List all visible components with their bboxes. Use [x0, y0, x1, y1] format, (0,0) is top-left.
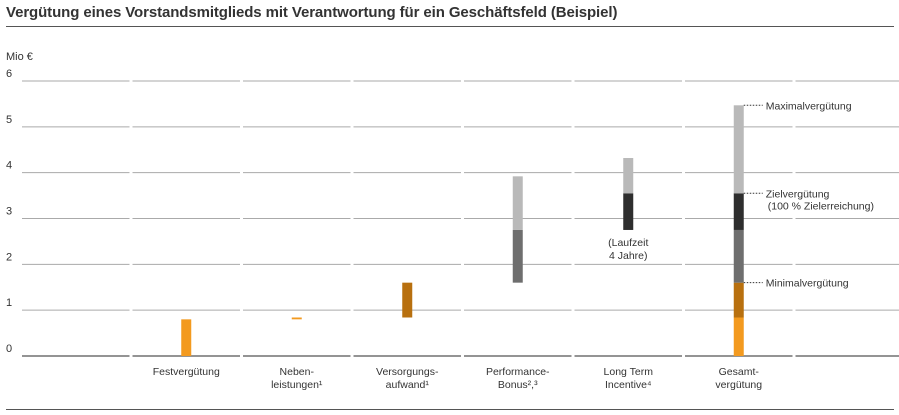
x-tick-label: Neben-leistungen¹	[271, 366, 323, 391]
x-tick-label: Long Term Incentive⁴	[604, 366, 654, 391]
title-divider	[6, 26, 894, 27]
y-tick-label: 2	[6, 251, 12, 263]
annotation-label: Zielvergütung (100 % Zielerreichung)	[766, 188, 874, 212]
bar-segment	[733, 317, 744, 356]
chart-title: Vergütung eines Vorstandsmitglieds mit V…	[6, 4, 618, 21]
bar-segment	[623, 193, 634, 230]
y-tick-label: 6	[6, 68, 12, 80]
annotation-label: Minimalvergütung	[766, 278, 849, 290]
bar-segment	[181, 319, 192, 356]
bar-segment	[733, 105, 744, 194]
x-tick-label: Performance-Bonus²,³	[486, 366, 550, 391]
x-tick-label: Festvergütung	[153, 366, 220, 378]
x-tick-label: Gesamt-vergütung	[715, 366, 762, 391]
y-tick-label: 3	[6, 206, 12, 218]
bar-segment	[733, 193, 744, 230]
bar-segment	[402, 282, 413, 318]
y-tick-label: 1	[6, 297, 12, 309]
annotation-label: (Laufzeit 4 Jahre)	[608, 237, 648, 262]
x-tick-label: Versorgungs-aufwand¹	[376, 366, 439, 391]
bottom-divider	[6, 409, 894, 410]
bar-segment	[733, 282, 744, 318]
y-axis-label: Mio €	[6, 51, 33, 63]
y-tick-label: 0	[6, 343, 12, 355]
bar-segment	[512, 229, 523, 283]
bar-segment	[291, 317, 302, 320]
bar-segment	[512, 176, 523, 230]
bar-segment	[733, 229, 744, 283]
y-tick-label: 5	[6, 114, 12, 126]
bar-segment	[623, 158, 634, 194]
y-tick-label: 4	[6, 160, 12, 172]
annotation-label: Maximalvergütung	[766, 100, 852, 112]
